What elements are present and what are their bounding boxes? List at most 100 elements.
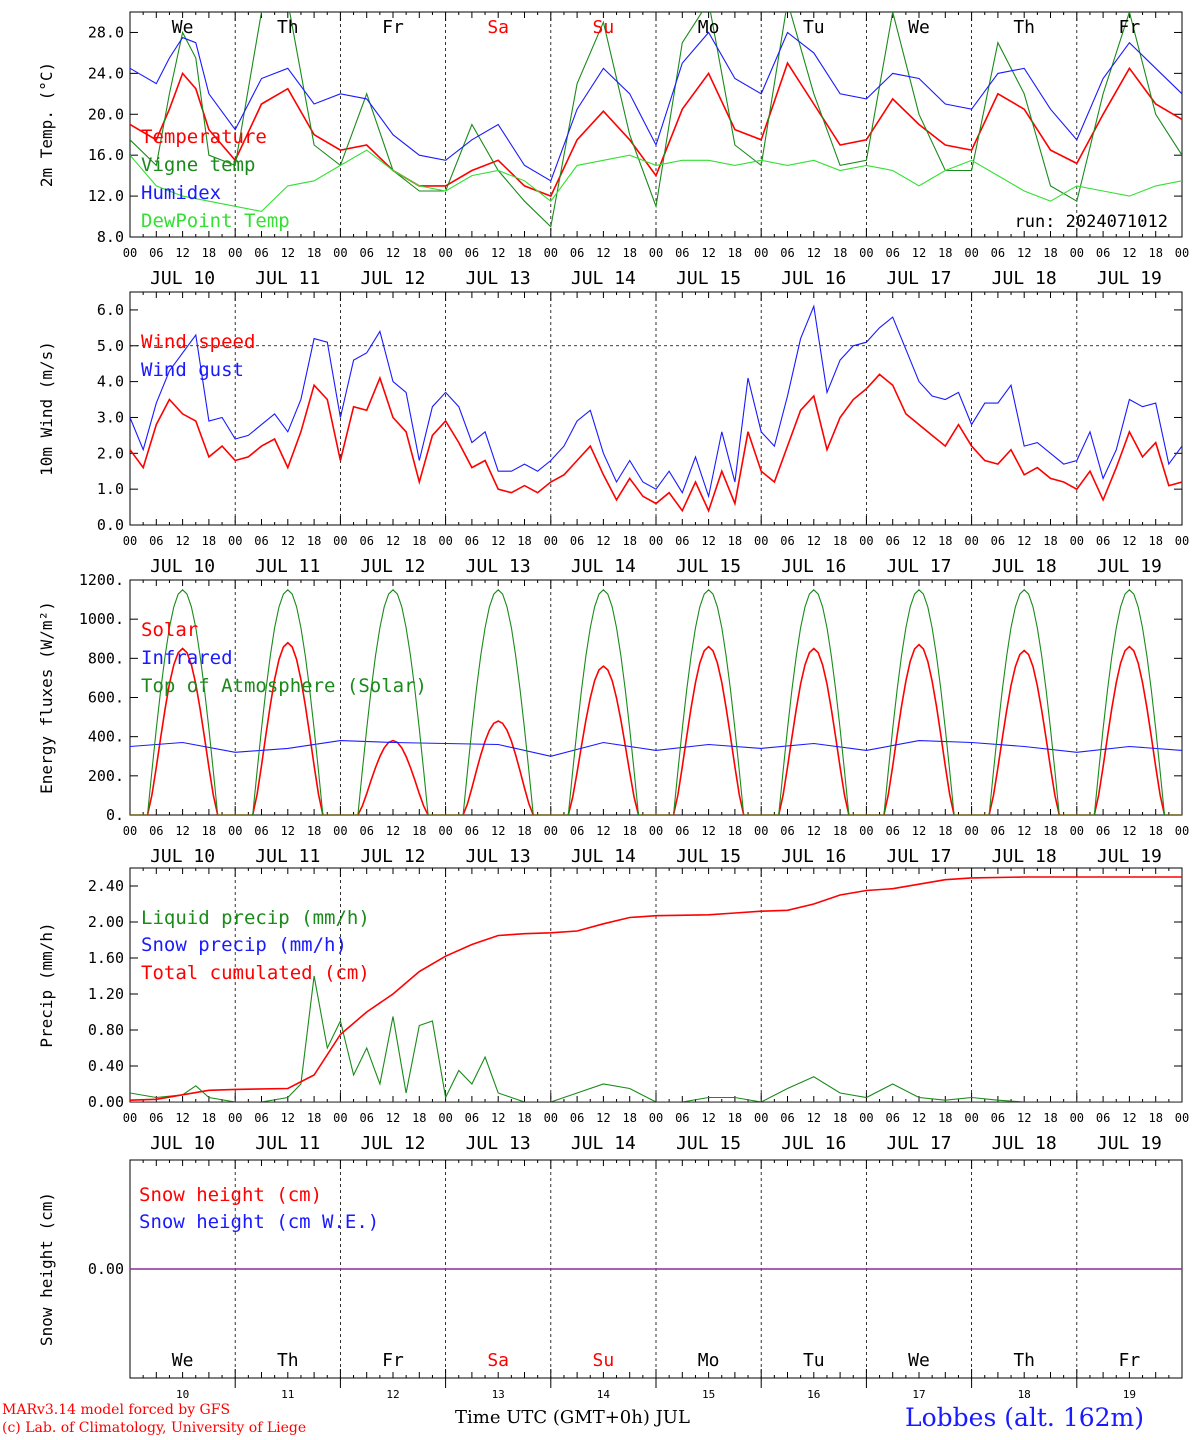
hour-label: 06 xyxy=(675,246,689,260)
hour-label: 18 xyxy=(202,534,216,548)
date-label: JUL 13 xyxy=(466,268,531,289)
y-axis-label: Snow height (cm) xyxy=(37,1192,56,1346)
legend-entry: Vigne temp xyxy=(141,154,255,176)
date-label: JUL 11 xyxy=(255,268,320,289)
date-label: JUL 16 xyxy=(781,846,846,867)
hour-label: 18 xyxy=(1148,246,1162,260)
hour-label: 00 xyxy=(228,534,242,548)
y-tick-label: 2.0 xyxy=(97,444,124,462)
hour-label: 12 xyxy=(701,246,715,260)
day-name: Th xyxy=(277,1350,299,1371)
hour-label: 12 xyxy=(1122,1111,1136,1125)
hour-label: 18 xyxy=(622,534,636,548)
legend-entry: Snow height (cm W.E.) xyxy=(139,1211,379,1233)
day-number: 10 xyxy=(176,1388,189,1401)
day-name: Mo xyxy=(698,1350,720,1371)
date-label: JUL 17 xyxy=(886,846,951,867)
hour-label: 00 xyxy=(964,824,978,838)
hour-label: 00 xyxy=(1175,824,1189,838)
hour-label: 00 xyxy=(649,534,663,548)
hour-label: 18 xyxy=(202,824,216,838)
y-tick-label: 600. xyxy=(88,689,124,707)
day-number: 14 xyxy=(597,1388,611,1401)
y-axis-label: Energy fluxes (W/m²) xyxy=(37,601,56,794)
hour-label: 12 xyxy=(912,824,926,838)
date-label: JUL 10 xyxy=(150,556,215,577)
hour-label: 12 xyxy=(491,534,505,548)
date-label: JUL 13 xyxy=(466,1133,531,1154)
hour-label: 06 xyxy=(149,534,163,548)
series-line-liquid-precip-mm-h- xyxy=(130,975,1182,1102)
hour-label: 18 xyxy=(517,824,531,838)
hour-label: 00 xyxy=(438,1111,452,1125)
panel-1: 8.0 12.0 16.0 20.0 24.0 28.0 2m Temp. (°C) Temp… xyxy=(37,11,1189,289)
hour-label: 00 xyxy=(649,1111,663,1125)
y-tick-label: 0.0 xyxy=(97,516,124,534)
hour-label: 18 xyxy=(728,1111,742,1125)
hour-label: 18 xyxy=(1148,824,1162,838)
y-tick-label: 24.0 xyxy=(88,64,124,82)
day-number: 17 xyxy=(912,1388,925,1401)
legend-entry: Liquid precip (mm/h) xyxy=(141,907,370,929)
hour-label: 18 xyxy=(728,824,742,838)
hour-label: 12 xyxy=(386,824,400,838)
hour-label: 18 xyxy=(938,246,952,260)
day-name: Fr xyxy=(1119,1350,1141,1371)
y-tick-label: 2.40 xyxy=(88,877,124,895)
series-line-wind-gust xyxy=(130,304,1182,499)
date-label: JUL 19 xyxy=(1097,268,1162,289)
day-name: Su xyxy=(593,1350,615,1371)
hour-label: 12 xyxy=(386,246,400,260)
date-label: JUL 18 xyxy=(992,1133,1057,1154)
y-axis-label: 2m Temp. (°C) xyxy=(37,62,56,187)
date-label: JUL 11 xyxy=(255,846,320,867)
series-line-humidex xyxy=(130,31,1182,182)
hour-label: 00 xyxy=(859,246,873,260)
date-label: JUL 19 xyxy=(1097,846,1162,867)
hour-label: 00 xyxy=(1175,246,1189,260)
hour-label: 18 xyxy=(1043,824,1057,838)
hour-label: 18 xyxy=(833,246,847,260)
hour-label: 06 xyxy=(465,534,479,548)
series-line-vigne-temp xyxy=(130,12,1182,228)
date-label: JUL 13 xyxy=(466,556,531,577)
hour-label: 06 xyxy=(885,534,899,548)
hour-label: 06 xyxy=(465,246,479,260)
hour-label: 00 xyxy=(754,246,768,260)
date-label: JUL 12 xyxy=(360,556,425,577)
hour-label: 12 xyxy=(596,1111,610,1125)
hour-label: 06 xyxy=(465,824,479,838)
hour-label: 12 xyxy=(1122,534,1136,548)
day-name: Sa xyxy=(487,17,509,38)
hour-label: 12 xyxy=(281,824,295,838)
day-name: Tu xyxy=(803,1350,825,1371)
day-name: Fr xyxy=(382,17,404,38)
y-tick-label: 8.0 xyxy=(97,228,124,246)
date-label: JUL 17 xyxy=(886,1133,951,1154)
hour-label: 12 xyxy=(1122,246,1136,260)
legend-entry: Snow height (cm) xyxy=(139,1184,322,1206)
date-label: JUL 15 xyxy=(676,268,741,289)
series-line-wind-speed xyxy=(130,373,1182,513)
day-number: 11 xyxy=(281,1388,294,1401)
y-tick-label: 3.0 xyxy=(97,408,124,426)
y-tick-label: 1200. xyxy=(79,571,124,589)
date-label: JUL 15 xyxy=(676,1133,741,1154)
date-label: JUL 14 xyxy=(571,846,636,867)
date-label: JUL 16 xyxy=(781,1133,846,1154)
day-number: 18 xyxy=(1018,1388,1031,1401)
legend-entry: DewPoint Temp xyxy=(141,210,290,232)
hour-label: 12 xyxy=(175,246,189,260)
hour-label: 18 xyxy=(1043,246,1057,260)
day-name: Sa xyxy=(487,1350,509,1371)
hour-label: 00 xyxy=(1070,824,1084,838)
hour-label: 00 xyxy=(544,1111,558,1125)
y-tick-label: 20.0 xyxy=(88,105,124,123)
x-axis-title: Time UTC (GMT+0h) JUL xyxy=(455,1407,690,1428)
hour-label: 18 xyxy=(833,534,847,548)
date-label: JUL 15 xyxy=(676,556,741,577)
date-label: JUL 15 xyxy=(676,846,741,867)
day-number: 16 xyxy=(807,1388,820,1401)
hour-label: 06 xyxy=(465,1111,479,1125)
day-name: We xyxy=(172,1350,194,1371)
